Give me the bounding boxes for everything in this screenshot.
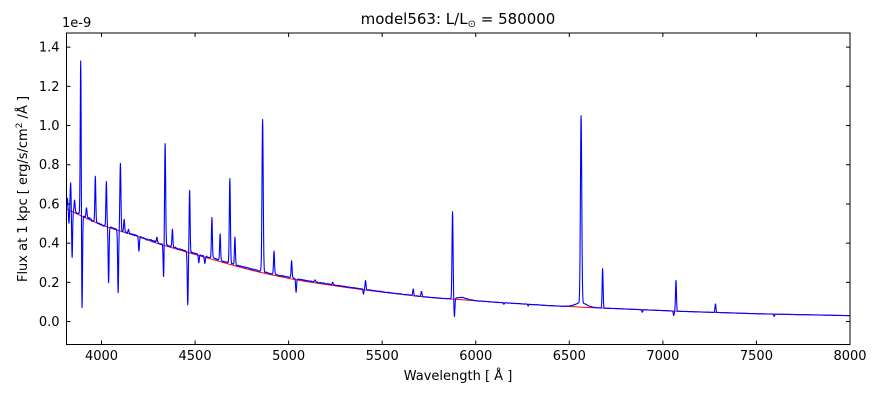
y-tick-label: 1.0 [39,119,60,134]
plot-border [66,32,851,345]
y-tick-label: 1.2 [39,80,60,95]
y-label-superscript: 2 [14,122,25,129]
y-tick-label: 0.2 [39,276,60,291]
title-text: model563: L/L [360,10,468,28]
y-tick-label: 0.0 [39,315,60,330]
y-axis-offset-label: 1e-9 [62,16,92,31]
continuum-line [66,208,850,317]
x-tick-label: 4500 [179,349,212,364]
y-tick-label: 1.4 [39,41,60,56]
x-tick-label: 5500 [366,349,399,364]
x-tick-label: 7000 [646,349,679,364]
x-tick-label: 4000 [85,349,118,364]
y-label-text: Flux at 1 kpc [ erg/s/cm [16,128,32,283]
y-axis-label: Flux at 1 kpc [ erg/s/cm2 /Å ] [15,96,31,282]
plot-title: model563: L/L⊙ = 580000 [66,10,850,31]
y-tick-label: 0.4 [39,237,60,252]
x-tick-label: 6500 [553,349,586,364]
title-value: = 580000 [475,10,556,28]
spectrum-line [66,60,850,317]
y-tick-label: 0.8 [39,158,60,173]
x-tick-label: 5000 [272,349,305,364]
x-axis-label: Wavelength [ Å ] [403,369,513,384]
x-tick-label: 7500 [740,349,773,364]
y-tick-label: 0.6 [39,197,60,212]
x-tick-label: 6000 [459,349,492,364]
sun-symbol: ⊙ [467,19,476,30]
x-tick-label: 8000 [833,349,866,364]
y-label-units: /Å ] [16,95,32,123]
